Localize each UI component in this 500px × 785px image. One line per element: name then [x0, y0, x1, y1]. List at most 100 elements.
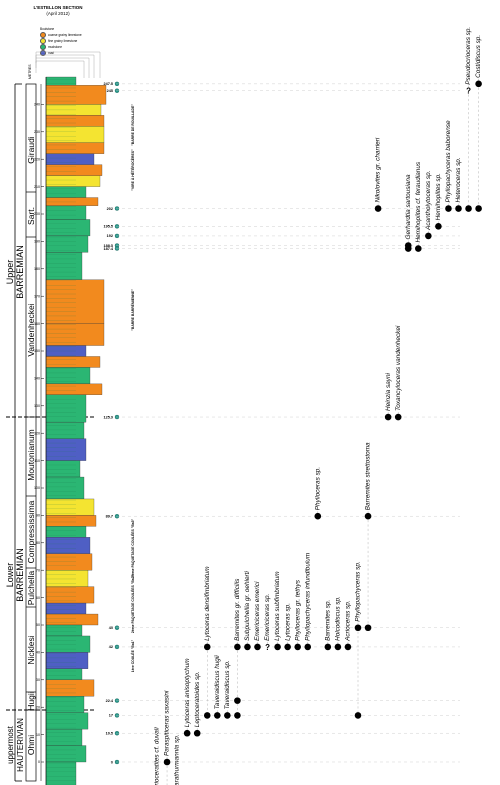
lithology-bed — [45, 197, 99, 206]
metre-tick-label: 190 — [34, 240, 40, 244]
sample-level-label: 22.4 — [106, 699, 114, 703]
lithology-bed — [45, 761, 77, 785]
taxon-label: Gerhardtia sartousiana — [405, 174, 412, 239]
metre-tick-label: 100 — [34, 486, 40, 490]
lithology-bed — [45, 235, 89, 253]
legend-swatch — [40, 44, 46, 51]
event-labels: "BARRE DE ROUILLADE" "VIRE À HÉTÉROCÈRES… — [130, 104, 135, 672]
occurrence-dot — [314, 512, 322, 520]
occurrence-dot — [234, 712, 241, 719]
occurrence-dot — [203, 712, 211, 719]
lithology-bed — [45, 553, 93, 571]
metre-tick-label: 120 — [34, 431, 40, 435]
occurrence-dot — [364, 624, 372, 632]
taxon-label: Phylloceras gr. tethys — [294, 579, 301, 641]
lithology-bed — [45, 728, 83, 746]
sample-level-label: 125.9 — [103, 415, 113, 419]
taxon-label: Pseudocrioceras sp. — [465, 27, 472, 85]
occurrence-dot — [214, 712, 221, 719]
metre-tick-label: 130 — [34, 404, 40, 408]
metre-ticks: 2402302202102001901801701601501401301201… — [34, 103, 44, 764]
metre-tick-label: 10 — [36, 733, 40, 737]
occurrence-dot — [404, 245, 412, 252]
sample-level-label: 192 — [107, 234, 113, 238]
zone-hugii: Hugii — [26, 691, 36, 710]
event-barre-rouillade: "BARRE DE ROUILLADE" — [131, 104, 135, 146]
metre-tick-label: 90 — [36, 514, 40, 518]
taxon-label: Holcodiscus sp. — [335, 596, 342, 641]
zone-ohmi: Ohmi — [26, 735, 36, 755]
taxon-label: Phyllopachyceras infundibulum — [304, 552, 311, 641]
occurrence-dot — [304, 643, 312, 651]
metre-tick-label: 140 — [34, 377, 40, 381]
sample-level-label: 202 — [107, 207, 113, 211]
uncertain-occurrence: ? — [265, 643, 270, 652]
sample-level-label: 0 — [111, 760, 113, 764]
legend-item-fine: fine grainy limestone — [40, 38, 82, 45]
occurrence-dot — [203, 643, 211, 651]
event-barre-barremienne: "BARRE BARRÉMIENNE" — [130, 289, 135, 331]
occurrence-dot — [234, 697, 241, 704]
occurrence-dot — [163, 758, 171, 766]
taxon-label: Phyllopachyceras sp. — [355, 561, 362, 621]
sample-level-label: 247.5 — [103, 82, 113, 86]
metre-tick-label: 200 — [34, 212, 40, 216]
lithology-bed — [45, 422, 85, 439]
occurrence-dot — [435, 223, 442, 230]
legend-swatch — [40, 38, 46, 45]
metre-tick-label: 160 — [34, 322, 40, 326]
taxon-label: Acantholytoceras sp. — [425, 171, 432, 231]
lithology-bed — [45, 85, 107, 105]
taxon-label: Leptoceratoides sp. — [194, 671, 201, 727]
stage-upper-line1: Upper — [5, 260, 15, 285]
lithology-bed — [45, 526, 87, 538]
zone-giraudi: Giraudi — [26, 136, 36, 164]
sample-level-label: 17 — [109, 714, 113, 718]
lithology-bed — [45, 164, 103, 176]
occurrence-dot — [324, 643, 332, 651]
lithology-bed — [45, 745, 87, 763]
occurrence-dot — [374, 205, 382, 212]
lithology-bed — [45, 175, 101, 187]
lithology-bed — [45, 679, 95, 697]
taxon-label: Heinzia sayni — [385, 372, 392, 411]
metre-tick-label: 170 — [34, 294, 40, 298]
occurrence-dot — [354, 624, 362, 632]
lithology-bed — [45, 498, 95, 516]
metre-tick-label: 50 — [36, 623, 40, 627]
occurrence-dot — [415, 245, 422, 252]
metres-heading: METRES — [28, 64, 32, 79]
legend-leaders — [35, 51, 101, 78]
taxon-label: Emericiceras sp. — [264, 594, 271, 641]
metre-tick-label: 40 — [36, 651, 40, 655]
zone-labels: Giraudi Sart. Vandenheckei Moutonianum C… — [26, 136, 36, 755]
sample-level-label: 195.5 — [103, 225, 113, 229]
lithology-bed — [45, 115, 105, 127]
legend-label: mudstone — [48, 44, 62, 49]
taxon-label: Lytoceras sp. — [284, 603, 291, 641]
uncertain-occurrence: ? — [466, 87, 471, 96]
event-ba2: 2ème PAQUETAGE COULÉES "Ba2" — [130, 574, 135, 633]
lithology-bed — [45, 383, 103, 395]
occurrence-dot — [475, 80, 482, 88]
metre-tick-label: 0 — [38, 760, 40, 764]
event-ba3: 3ème PAQUETAGE COULÉES "Ba3" — [130, 518, 135, 577]
taxon-label: Paraspiticeras saxasini — [164, 690, 171, 756]
lithology-bed — [45, 438, 87, 461]
lithology-bed — [45, 515, 97, 527]
taxon-label: Lytoceras anisoptychum — [184, 658, 191, 727]
occurrence-dot — [294, 643, 302, 651]
occurrence-dot — [394, 413, 402, 421]
lithology-bed — [45, 635, 91, 653]
legend-label: fine grainy limestone — [48, 38, 78, 43]
metre-tick-label: 30 — [36, 678, 40, 682]
taxon-label: Phylloceras sp. — [314, 467, 321, 510]
sample-level-label: 89.7 — [106, 515, 113, 519]
legend-item-mudstone: mudstone — [40, 44, 82, 51]
lithology-bed — [45, 712, 89, 730]
metre-tick-label: 230 — [34, 130, 40, 134]
lithology-bed — [45, 537, 91, 554]
legend-swatch — [40, 32, 46, 39]
taxon-label: Barremites sp. — [324, 600, 331, 641]
lithology-bed — [45, 186, 87, 198]
